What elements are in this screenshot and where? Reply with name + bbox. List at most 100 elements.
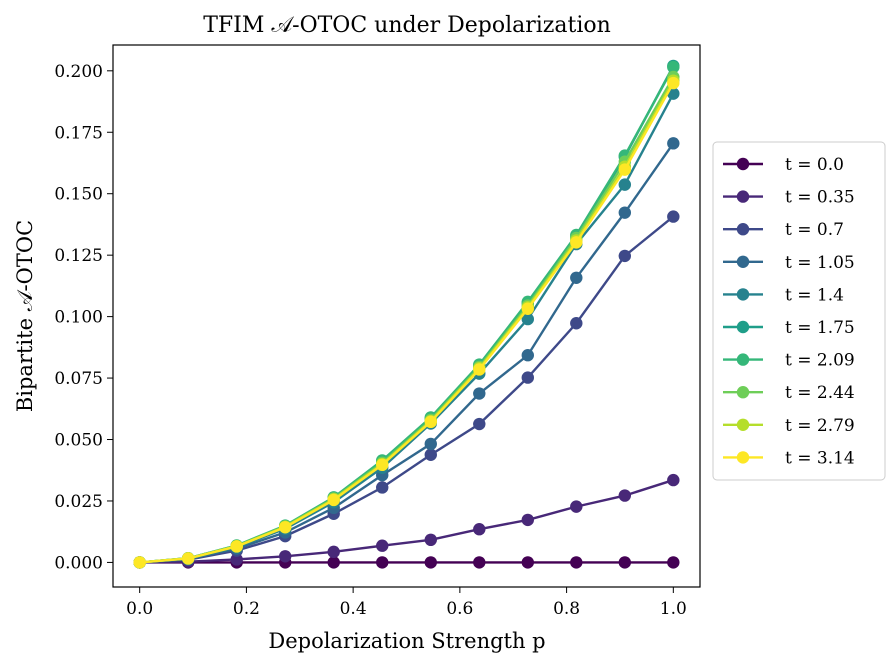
legend-marker [736, 386, 750, 399]
series-t-3-14 [133, 76, 680, 569]
data-point [424, 437, 437, 451]
data-point [667, 60, 680, 74]
data-point [521, 302, 534, 315]
y-tick-label: 0.000 [54, 553, 103, 573]
legend-label: t = 2.44 [785, 383, 855, 403]
legend-label: t = 2.09 [785, 351, 855, 371]
data-point [667, 210, 680, 223]
data-point [327, 493, 340, 507]
y-axis-label: Bipartite 𝒜-OTOC [13, 220, 37, 412]
legend-marker [736, 418, 750, 431]
data-point [473, 417, 486, 431]
data-point [618, 206, 632, 219]
series-t-1-4 [133, 87, 680, 569]
data-point [570, 317, 583, 330]
series-t-2-09 [133, 60, 680, 569]
data-point [473, 556, 486, 569]
legend-marker [736, 157, 750, 171]
x-tick-label: 0.4 [340, 599, 367, 619]
data-point [133, 556, 146, 569]
data-point [230, 540, 243, 553]
x-tick-label: 0.6 [446, 599, 473, 619]
legend-marker [736, 451, 750, 464]
y-tick-label: 0.075 [54, 369, 103, 389]
data-point [667, 76, 680, 90]
data-point [376, 458, 389, 472]
legend-marker [736, 353, 750, 366]
legend-label: t = 1.05 [785, 253, 855, 273]
series-line [139, 80, 675, 564]
data-point [618, 163, 632, 176]
x-tick-label: 0.0 [126, 599, 153, 619]
y-tick-label: 0.150 [54, 185, 103, 205]
legend-label: t = 0.35 [785, 188, 855, 208]
data-point [521, 371, 534, 384]
legend-label: t = 0.7 [785, 220, 844, 240]
data-point [473, 387, 486, 400]
data-point [570, 500, 583, 513]
legend-marker [736, 320, 750, 334]
series-line [139, 478, 674, 564]
data-point [618, 489, 632, 502]
legend-marker [736, 255, 750, 268]
series-line [139, 215, 675, 564]
y-tick-label: 0.125 [54, 246, 103, 266]
data-point [424, 533, 437, 547]
data-point [279, 550, 292, 563]
series-t-1-75 [133, 59, 680, 569]
legend-label: t = 3.14 [785, 448, 855, 468]
data-point [424, 415, 437, 429]
series-line [139, 66, 675, 564]
data-point [618, 249, 632, 263]
data-point [473, 523, 486, 536]
legend-marker [736, 190, 750, 203]
data-point [667, 556, 680, 569]
data-point [570, 271, 583, 284]
plot-area: 0.0 0.2 0.4 0.6 0.8 1.0 0.000 0.025 0.050 0.075 0.… [54, 44, 701, 619]
chart-title: TFIM 𝒜-OTOC under Depolarization [203, 13, 611, 38]
data-point [667, 473, 680, 487]
data-point [327, 556, 340, 569]
data-point [570, 556, 583, 569]
legend-label: t = 1.75 [785, 318, 855, 338]
data-point [618, 556, 632, 569]
data-point [424, 556, 437, 569]
series-t-2-44 [133, 70, 680, 569]
data-point [618, 178, 632, 191]
data-point [521, 513, 534, 527]
series-line [139, 142, 675, 564]
y-tick-label: 0.100 [54, 308, 103, 328]
data-point [279, 521, 292, 534]
data-point [667, 137, 680, 150]
data-point [521, 349, 534, 362]
legend-label: t = 2.79 [785, 416, 855, 436]
data-point [376, 481, 389, 494]
x-axis-label: Depolarization Strength p [268, 629, 545, 653]
y-tick-label: 0.175 [54, 123, 103, 143]
data-point [230, 553, 243, 566]
series-t-2-79 [133, 74, 680, 569]
legend: t = 0.0 t = 0.35 t = 0.7 t = 1.05 t = 1.4 t =… [712, 141, 886, 481]
data-point [327, 545, 340, 559]
data-point [376, 539, 389, 552]
legend-frame [712, 141, 886, 481]
series-line [139, 93, 675, 564]
series-line [139, 65, 675, 564]
y-tick-label: 0.200 [54, 62, 103, 82]
data-point [376, 556, 389, 569]
series-line [139, 82, 675, 564]
data-point [521, 312, 534, 326]
legend-label: t = 0.0 [785, 155, 844, 175]
data-point [181, 552, 195, 565]
x-tick-label: 1.0 [660, 599, 687, 619]
legend-marker [736, 223, 750, 236]
data-point [521, 556, 534, 569]
y-tick-label: 0.050 [54, 431, 103, 451]
series-t-0-7 [133, 210, 680, 569]
legend-marker [736, 288, 750, 301]
y-tick-label: 0.025 [54, 492, 103, 512]
series-line [139, 76, 675, 564]
legend-label: t = 1.4 [785, 285, 844, 305]
data-point [424, 448, 437, 461]
